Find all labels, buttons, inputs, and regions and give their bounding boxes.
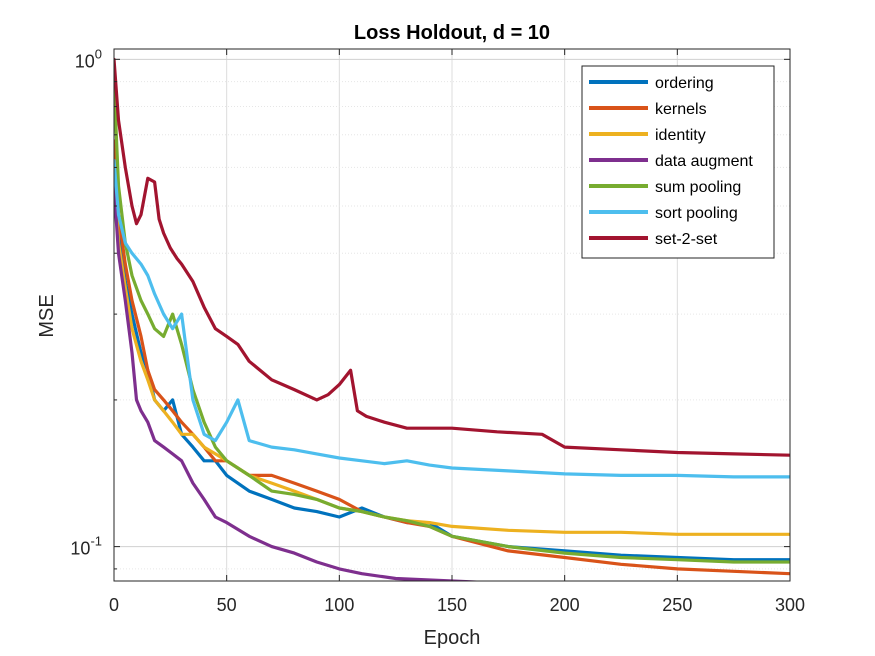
y-axis-ticks: 10-1 100	[70, 46, 790, 570]
x-tick-label: 200	[550, 595, 580, 615]
y-tick-label: 100	[75, 46, 102, 71]
legend-label: sum pooling	[655, 179, 741, 196]
legend-label: set-2-set	[655, 231, 718, 248]
series-line-set-2-set	[114, 57, 790, 457]
x-tick-label: 250	[662, 595, 692, 615]
y-axis-label: MSE	[36, 294, 58, 337]
series-lines	[114, 57, 790, 581]
x-tick-label: 100	[324, 595, 354, 615]
legend-label: sort pooling	[655, 205, 738, 222]
chart-title: Loss Holdout, d = 10	[354, 22, 550, 44]
x-tick-label: 0	[109, 595, 119, 615]
legend: ordering kernels identity data augment sum p…	[581, 65, 775, 259]
legend-label: kernels	[655, 101, 707, 118]
series-line-identity	[114, 165, 790, 536]
legend-label: ordering	[655, 75, 714, 92]
series-line-sort-pooling	[114, 158, 790, 479]
series-line-data-augment	[114, 184, 489, 581]
legend-label: identity	[655, 127, 706, 144]
x-axis-ticks: 0 50 100 150 200 250 300	[109, 49, 805, 615]
legend-label: data augment	[655, 153, 753, 170]
y-tick-label: 10-1	[70, 534, 102, 559]
series-line-sum-pooling	[114, 79, 790, 564]
series-line-kernels	[114, 139, 790, 576]
x-tick-label: 50	[217, 595, 237, 615]
x-axis-label: Epoch	[424, 627, 481, 649]
x-tick-label: 150	[437, 595, 467, 615]
x-tick-label: 300	[775, 595, 805, 615]
